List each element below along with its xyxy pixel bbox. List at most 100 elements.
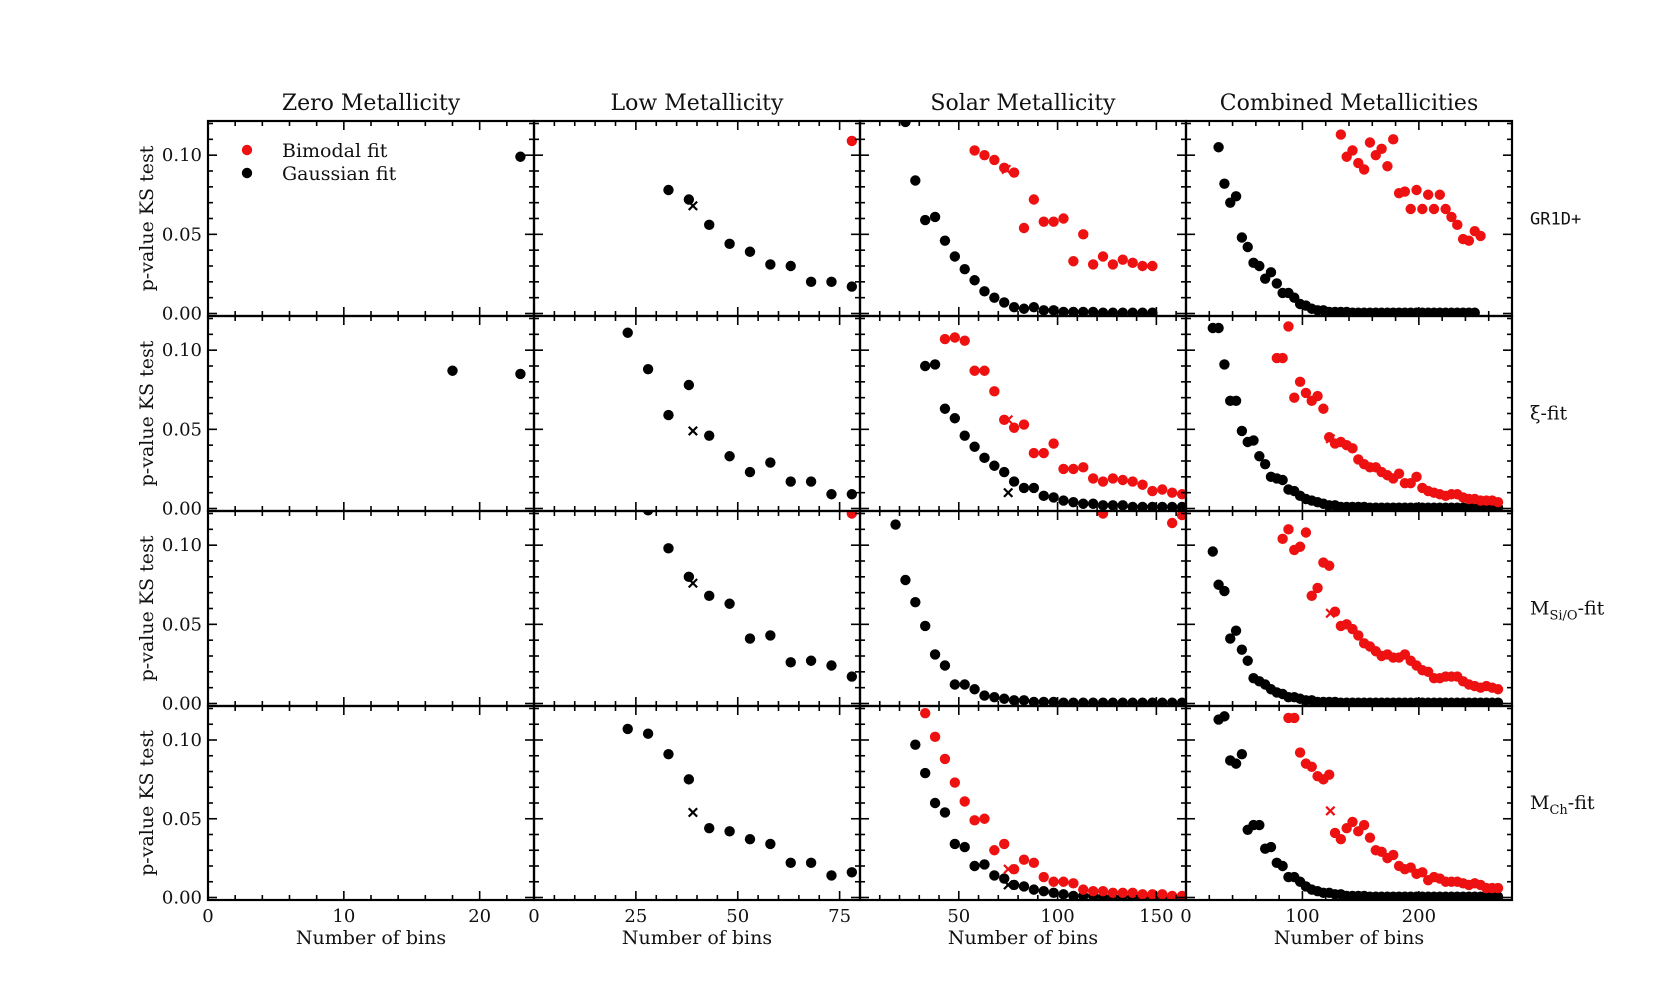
gaussian-point [447,365,458,376]
panel-points [663,135,858,292]
gaussian-point [785,260,796,272]
gaussian-point [765,457,776,468]
bimodal-point [969,145,980,156]
gaussian-point [663,748,674,760]
row-label-suffix: -fit [1578,598,1605,620]
gaussian-point [704,430,715,441]
bimodal-point [1492,882,1504,894]
gaussian-point [1259,458,1271,470]
gaussian-point [1230,625,1242,636]
gaussian-point [1469,307,1480,316]
bimodal-point [1300,527,1312,538]
gaussian-x-marker [687,578,698,589]
bimodal-point [979,813,990,824]
gaussian-point [1254,819,1265,831]
panel-frame [1184,314,1514,513]
gaussian-point [1087,697,1099,706]
bimodal-point [1358,819,1370,831]
panel-points [900,121,1158,316]
gaussian-point [1058,889,1069,900]
panel-points [622,723,858,881]
bimodal-point [1137,889,1148,900]
bimodal-point [1347,816,1358,828]
gaussian-point [1068,306,1079,316]
bimodal-point [1078,884,1089,895]
gaussian-point [1058,697,1069,706]
gaussian-point [1038,305,1049,316]
panel-grid [206,119,1514,902]
gaussian-legend-label: Gaussian fit [282,163,397,185]
bimodal-point [1127,257,1138,269]
panel-r1-c3 [1184,314,1514,513]
gaussian-point [1107,307,1119,316]
gaussian-point [1087,306,1099,316]
bimodal-point [1068,256,1079,267]
bimodal-point [1376,143,1387,155]
bimodal-point [1097,251,1109,262]
gaussian-point [1137,307,1148,316]
gaussian-point [979,690,990,701]
gaussian-point [724,826,735,837]
bimodal-point [1306,761,1317,772]
gaussian-point [826,276,837,288]
bimodal-point [1306,590,1317,602]
gaussian-point [989,691,1000,703]
bimodal-point [1428,203,1440,215]
bimodal-x-marker [1325,805,1336,816]
row-label-subscript: Si/O [1549,609,1577,624]
gaussian-point [1127,307,1138,316]
y-tick-label: 0.00 [162,304,202,325]
bimodal-point [1277,533,1288,545]
gaussian-point [929,211,941,223]
gaussian-point [1048,305,1059,316]
gaussian-point [642,728,654,739]
bimodal-point [1452,219,1463,231]
bimodal-point [1137,260,1148,272]
bimodal-point [1422,189,1434,200]
gaussian-point [920,620,931,632]
gaussian-point [929,649,941,660]
gaussian-point [1207,546,1218,557]
bimodal-point [989,154,1000,166]
bimodal-point [1087,259,1099,270]
bimodal-point [929,731,941,743]
panel-points [515,151,526,162]
gaussian-point [1058,306,1069,316]
bimodal-point [1157,889,1168,900]
gaussian-point [969,860,980,872]
gaussian-point [1018,482,1030,494]
gaussian-point [515,368,526,380]
bimodal-point [969,365,980,376]
bimodal-point [1312,582,1323,594]
bimodal-point [999,838,1010,850]
bimodal-point [1358,164,1370,175]
bimodal-point [1492,496,1504,508]
gaussian-point [1236,425,1248,437]
gaussian-point [1137,501,1148,511]
gaussian-point [785,657,796,668]
gaussian-point [929,797,941,809]
gaussian-point [900,121,911,128]
bimodal-point [1417,203,1428,215]
bimodal-point [1147,485,1158,497]
gaussian-point [1254,451,1265,462]
gaussian-point [1078,498,1089,509]
bimodal-point [1107,259,1119,270]
gaussian-point [1038,490,1049,502]
row-label-subscript: Ch [1549,803,1568,818]
row-label-main: M [1530,792,1549,814]
bimodal-point [1277,352,1288,364]
gaussian-point [1248,435,1259,446]
bimodal-point [1353,630,1364,641]
gaussian-point [683,571,695,583]
gaussian-point [724,598,735,609]
y-axis-labels: 0.000.050.10p-value KS test0.000.050.10p… [136,145,202,908]
panel-r0-c3 [1184,119,1514,318]
gaussian-point [1242,241,1253,253]
gaussian-point [939,235,951,246]
x-tick-label: 50 [726,906,749,927]
gaussian-point [1117,500,1128,511]
